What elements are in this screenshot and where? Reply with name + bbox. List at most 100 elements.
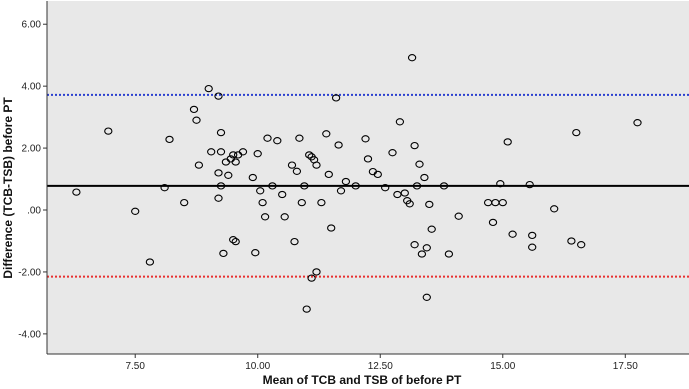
data-point [297,198,306,207]
reference-lines [47,93,689,278]
data-point [204,84,213,93]
data-point [503,138,512,146]
data-point [224,171,233,179]
data-point [572,128,581,137]
data-point [145,258,155,266]
data-point [317,198,326,207]
data-point [373,170,382,179]
data-point [229,151,238,159]
data-point [280,213,289,221]
data-point [278,190,287,199]
data-point [214,169,223,177]
x-tick-label: 10.00 [245,361,270,372]
data-point [528,243,537,251]
data-point [131,207,140,215]
y-tick-label: 6.00 [22,20,42,31]
y-tick-label: -4.00 [18,329,41,340]
data-point [72,188,81,196]
data-point [454,212,463,220]
data-points [72,54,642,313]
data-point [322,130,331,138]
data-point [400,189,409,197]
data-point [253,150,262,158]
x-axis-ticks: 7.50 10.00 12.50 15.00 17.50 [125,354,638,372]
x-tick-label: 7.50 [125,361,145,372]
data-point [287,161,297,169]
data-point [425,200,434,209]
data-point [427,225,436,233]
data-point [444,250,454,258]
y-axis-title: Difference (TCB-TSB) before PT [1,97,15,279]
data-point [229,236,238,244]
data-point [388,149,397,157]
data-point [248,173,257,182]
y-axis-ticks: 6.00 4.00 2.00 .00 -2.00 -4.00 [18,20,47,340]
y-tick-label: 4.00 [22,82,42,93]
data-point [488,218,498,227]
data-point [336,187,346,195]
data-point [216,182,226,190]
data-point [189,105,199,114]
data-point [327,224,336,232]
data-point [351,182,360,190]
data-point [412,182,422,190]
data-point [331,94,341,102]
data-point [192,116,201,124]
data-point [214,92,223,100]
data-point [405,200,414,208]
data-point [216,128,226,137]
data-point [528,231,537,240]
y-tick-label: -2.00 [18,267,41,278]
data-point [268,182,277,190]
data-point [577,241,586,249]
data-point [300,182,309,190]
data-point [214,194,223,202]
data-point [312,268,321,276]
data-point [410,141,419,150]
data-point [160,184,169,192]
x-tick-label: 12.50 [368,361,393,372]
data-point [194,161,204,169]
data-point [165,135,174,144]
data-point [219,249,228,258]
data-point [415,160,424,168]
data-point [439,182,449,190]
data-point [290,237,299,246]
data-point [361,135,370,143]
data-point [508,230,517,238]
data-point [395,118,405,126]
data-point [334,141,343,149]
data-point [633,119,642,127]
data-point [381,184,390,192]
data-point [498,198,507,207]
x-tick-label: 15.00 [490,361,515,372]
data-point [180,198,189,207]
x-tick-label: 17.50 [613,361,638,372]
data-point [263,134,272,142]
data-point [207,148,216,156]
data-point [238,148,248,156]
data-point [550,205,559,213]
data-point [231,158,240,166]
data-point [251,249,260,257]
data-point [258,198,267,207]
data-point [312,161,321,169]
data-point [295,134,304,142]
data-point [525,180,534,189]
data-point [305,151,314,159]
data-point [363,155,373,163]
data-point [420,173,429,182]
data-point [292,167,302,175]
data-point [567,237,576,245]
data-point [260,213,270,221]
data-point [410,241,419,249]
data-point [256,187,265,195]
data-point [407,54,417,62]
plot-area [47,1,689,354]
data-point [307,274,316,282]
data-point [496,180,505,188]
data-point [104,127,113,135]
data-point [302,305,311,313]
data-point [231,237,240,246]
